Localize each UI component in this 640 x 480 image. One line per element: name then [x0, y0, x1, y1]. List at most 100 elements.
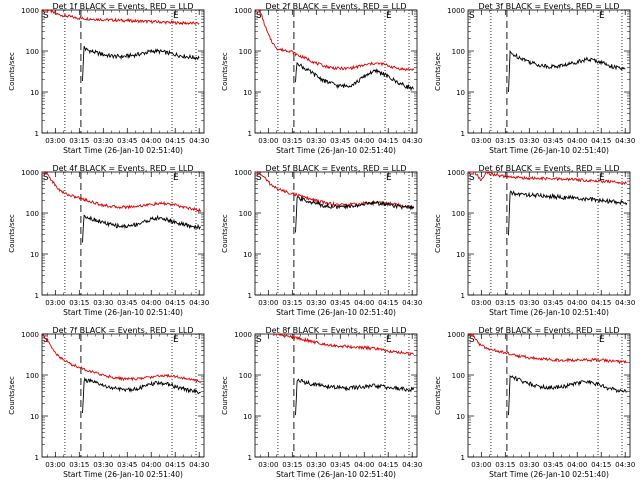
y-tick-label: 1	[248, 130, 252, 138]
x-tick-label: 03:30	[93, 137, 113, 145]
start-marker: S	[256, 11, 262, 21]
plot-frame	[467, 9, 631, 134]
panel-title: Det 6f BLACK = Events, RED = LLD	[478, 164, 619, 173]
x-tick-label: 03:45	[543, 299, 563, 307]
y-tick-label: 100	[26, 210, 39, 218]
x-tick-label: 04:00	[354, 137, 374, 145]
detector-panel: Det 7f BLACK = Events, RED = LLD 1 10 100 10…	[8, 326, 209, 479]
lld-series-line	[41, 333, 202, 384]
end-marker: E	[599, 173, 605, 183]
x-tick-label: 03:45	[117, 299, 137, 307]
events-series-line	[82, 376, 201, 414]
y-tick-label: 100	[452, 48, 465, 56]
y-tick-label: 10	[30, 89, 39, 97]
events-series-line	[508, 49, 626, 93]
start-marker: S	[469, 335, 475, 345]
y-axis-label: Counts/sec	[434, 376, 442, 415]
x-tick-label: 04:30	[189, 461, 209, 469]
panel-title: Det 3f BLACK = Events, RED = LLD	[478, 2, 619, 11]
detector-panel: Det 3f BLACK = Events, RED = LLD 1 10 100 10…	[434, 2, 635, 155]
x-tick-label: 03:45	[330, 299, 350, 307]
x-tick-label: 03:30	[93, 461, 113, 469]
end-marker: E	[386, 173, 392, 183]
x-axis-label: Start Time (26-Jan-10 02:51:40)	[489, 470, 609, 479]
plot-frame	[41, 333, 205, 458]
end-marker: E	[386, 11, 392, 21]
y-tick-label: 100	[239, 210, 252, 218]
detector-panel: Det 8f BLACK = Events, RED = LLD 1 10 100 10…	[221, 326, 422, 479]
y-tick-label: 1000	[21, 7, 39, 15]
y-tick-label: 10	[243, 89, 252, 97]
x-tick-label: 04:30	[615, 299, 635, 307]
x-tick-label: 03:00	[471, 461, 491, 469]
x-tick-label: 03:15	[282, 137, 302, 145]
lld-series-line	[42, 171, 202, 213]
x-tick-label: 04:00	[354, 299, 374, 307]
x-axis-label: Start Time (26-Jan-10 02:51:40)	[276, 308, 396, 317]
x-tick-label: 04:30	[615, 461, 635, 469]
x-tick-label: 04:15	[378, 299, 398, 307]
plot-frame	[467, 333, 631, 458]
x-tick-label: 03:30	[93, 299, 113, 307]
y-axis-label: Counts/sec	[8, 52, 16, 91]
x-tick-label: 04:15	[591, 461, 611, 469]
x-tick-label: 03:30	[519, 299, 539, 307]
y-tick-label: 1000	[21, 169, 39, 177]
detector-panel: Det 2f BLACK = Events, RED = LLD 1 10 100 10…	[221, 2, 422, 155]
end-marker: E	[386, 335, 392, 345]
x-tick-label: 04:30	[402, 461, 422, 469]
x-tick-label: 04:00	[567, 137, 587, 145]
y-tick-label: 1	[461, 454, 465, 462]
y-tick-label: 10	[243, 251, 252, 259]
plot-frame	[254, 171, 418, 296]
x-tick-label: 03:15	[495, 461, 515, 469]
x-tick-label: 03:30	[306, 461, 326, 469]
y-tick-label: 1000	[21, 331, 39, 339]
events-series-line	[82, 214, 201, 243]
y-tick-label: 1000	[234, 331, 252, 339]
plot-frame	[254, 9, 418, 134]
x-tick-label: 04:30	[402, 137, 422, 145]
y-tick-label: 1000	[234, 169, 252, 177]
panel-title: Det 5f BLACK = Events, RED = LLD	[265, 164, 406, 173]
x-tick-label: 04:00	[567, 299, 587, 307]
x-tick-label: 03:00	[258, 137, 278, 145]
x-tick-label: 03:15	[495, 299, 515, 307]
panel-title: Det 2f BLACK = Events, RED = LLD	[265, 2, 406, 11]
y-tick-label: 100	[26, 372, 39, 380]
x-tick-label: 03:45	[330, 461, 350, 469]
events-series-line	[82, 45, 200, 81]
end-marker: E	[173, 11, 179, 21]
x-tick-label: 04:30	[189, 137, 209, 145]
plot-frame	[41, 9, 205, 134]
events-series-line	[295, 378, 415, 416]
y-tick-label: 10	[243, 413, 252, 421]
events-series-line	[508, 374, 628, 416]
x-axis-label: Start Time (26-Jan-10 02:51:40)	[63, 470, 183, 479]
end-marker: E	[599, 11, 605, 21]
x-tick-label: 04:15	[165, 299, 185, 307]
y-tick-label: 1000	[447, 331, 465, 339]
y-tick-label: 1	[461, 130, 465, 138]
x-tick-label: 04:00	[141, 461, 161, 469]
x-axis-label: Start Time (26-Jan-10 02:51:40)	[489, 308, 609, 317]
end-marker: E	[173, 335, 179, 345]
y-axis-label: Counts/sec	[221, 376, 229, 415]
x-axis-label: Start Time (26-Jan-10 02:51:40)	[276, 470, 396, 479]
y-axis-label: Counts/sec	[434, 52, 442, 91]
y-tick-label: 100	[452, 210, 465, 218]
x-tick-label: 04:00	[141, 137, 161, 145]
plot-frame	[467, 171, 631, 296]
start-marker: S	[43, 173, 49, 183]
end-marker: E	[173, 173, 179, 183]
detector-panel: Det 5f BLACK = Events, RED = LLD 1 10 100 10…	[221, 164, 422, 317]
y-tick-label: 1	[35, 130, 39, 138]
events-series-line	[295, 61, 414, 92]
x-tick-label: 03:15	[69, 137, 89, 145]
panel-title: Det 8f BLACK = Events, RED = LLD	[265, 326, 406, 335]
y-tick-label: 10	[456, 89, 465, 97]
lld-series-line	[254, 9, 415, 72]
x-tick-label: 03:45	[117, 461, 137, 469]
x-tick-label: 03:45	[543, 137, 563, 145]
detector-panel: Det 4f BLACK = Events, RED = LLD 1 10 100 10…	[8, 164, 209, 317]
